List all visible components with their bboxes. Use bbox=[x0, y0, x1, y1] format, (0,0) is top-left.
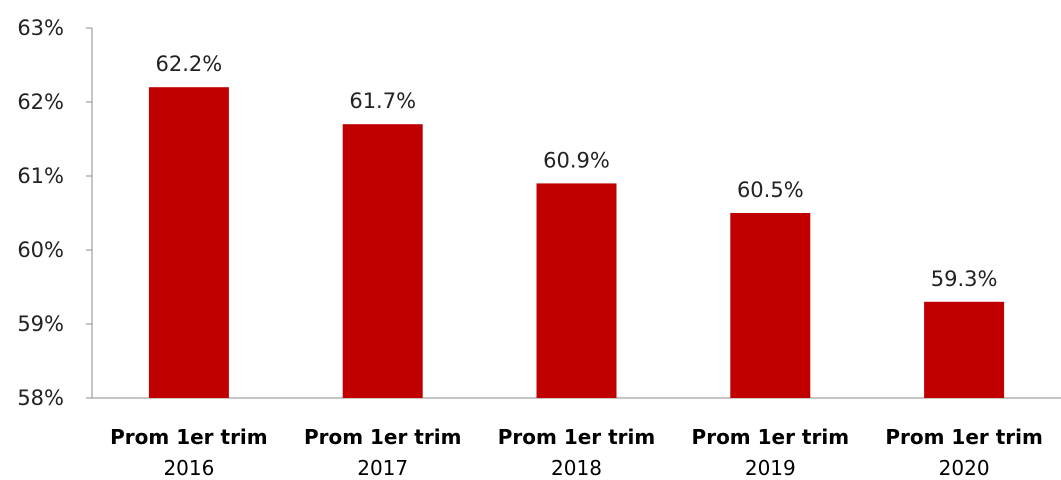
bar bbox=[730, 213, 811, 398]
x-category-year: 2020 bbox=[939, 456, 990, 480]
x-category-label: Prom 1er trim bbox=[110, 425, 268, 449]
bar bbox=[148, 87, 229, 398]
x-category-label: Prom 1er trim bbox=[885, 425, 1043, 449]
x-category-year: 2019 bbox=[745, 456, 796, 480]
data-labels: 62.2% 61.7% 60.9% 60.5% 59.3% bbox=[156, 52, 998, 291]
bar bbox=[536, 183, 617, 398]
bars bbox=[148, 87, 1005, 398]
y-tick-label: 58% bbox=[17, 386, 64, 410]
y-tick-label: 62% bbox=[17, 90, 64, 114]
data-label: 62.2% bbox=[156, 52, 223, 76]
y-axis: 58% 59% 60% 61% 62% 63% bbox=[17, 16, 93, 410]
y-tick-label: 60% bbox=[17, 238, 64, 262]
y-tick-label: 61% bbox=[17, 164, 64, 188]
bar bbox=[924, 301, 1005, 398]
data-label: 60.9% bbox=[543, 148, 610, 172]
x-category-year: 2016 bbox=[163, 456, 214, 480]
data-label: 61.7% bbox=[349, 89, 416, 113]
x-category-label: Prom 1er trim bbox=[498, 425, 656, 449]
x-category-year: 2018 bbox=[551, 456, 602, 480]
x-category-label: Prom 1er trim bbox=[692, 425, 850, 449]
data-label: 59.3% bbox=[931, 267, 998, 291]
y-tick-label: 59% bbox=[17, 312, 64, 336]
data-label: 60.5% bbox=[737, 178, 804, 202]
category-labels: Prom 1er trim 2016 Prom 1er trim 2017 Prom 1… bbox=[110, 425, 1043, 480]
x-category-label: Prom 1er trim bbox=[304, 425, 462, 449]
x-category-year: 2017 bbox=[357, 456, 408, 480]
bar bbox=[342, 124, 423, 398]
y-tick-label: 63% bbox=[17, 16, 64, 40]
